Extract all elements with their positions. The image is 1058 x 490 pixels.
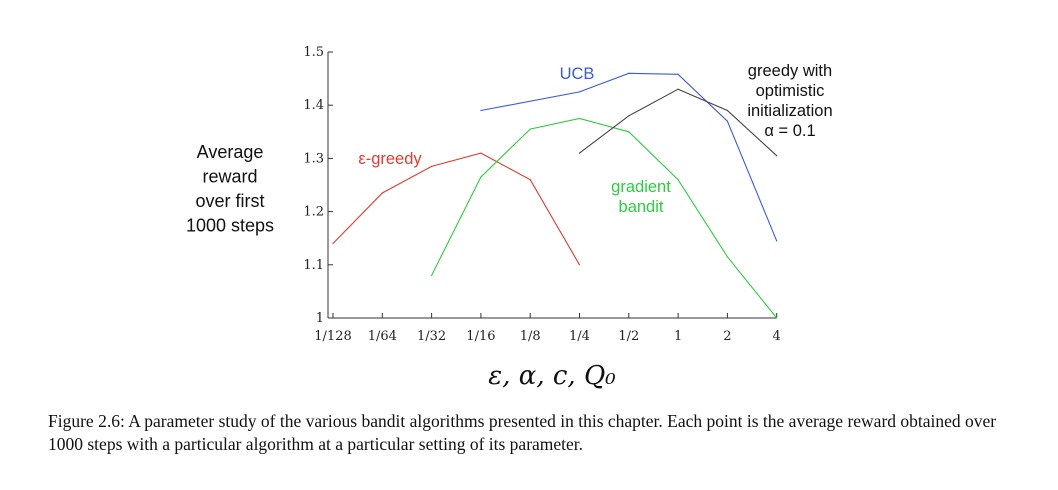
data-point-gradient-bandit	[677, 179, 679, 181]
series-label-gradient-bandit: bandit	[619, 198, 664, 216]
y-tick-label: 1.4	[303, 98, 324, 113]
figure-caption: Figure 2.6: A parameter study of the var…	[48, 411, 997, 454]
data-point-greedy-with-optimistic-initialization-0-1	[578, 152, 581, 154]
chart-axes	[327, 52, 776, 319]
x-tick-label: 2	[723, 329, 731, 344]
series-lines	[332, 72, 778, 319]
data-point-greedy	[578, 264, 581, 266]
x-ticks: 1/128 1/64 1/32 1/16 1/8 1/4 1/2 1 2 4	[314, 313, 781, 344]
series-line-gradient-bandit	[431, 117, 778, 319]
series-label-greedy-with-optimistic-initialization-0-1: optimistic	[756, 82, 825, 100]
data-point-gradient-bandit	[578, 117, 581, 120]
y-axis-label-line: Average	[197, 142, 264, 162]
data-point-ucb	[677, 73, 679, 75]
y-ticks: 1 1.1 1.2 1.3 1.4 1.5	[303, 45, 333, 326]
data-point-greedy	[480, 152, 482, 154]
data-point-greedy-with-optimistic-initialization-0-1	[628, 115, 630, 117]
x-tick-label: 1/8	[520, 329, 541, 344]
data-point-greedy	[529, 179, 531, 181]
data-point-gradient-bandit	[480, 176, 482, 178]
series-line-ucb	[480, 72, 778, 242]
data-point-gradient-bandit	[529, 128, 531, 130]
y-axis-label: Average reward over first 1000 steps	[186, 142, 274, 236]
data-point-gradient-bandit	[726, 256, 729, 258]
data-point-ucb	[578, 91, 581, 93]
x-tick-label: 4	[773, 329, 781, 344]
x-tick-label: 1/16	[466, 329, 495, 344]
y-tick-label: 1	[316, 311, 324, 326]
data-point-gradient-bandit	[628, 131, 630, 133]
x-tick-label: 1/64	[368, 329, 397, 344]
x-tick-label: 1/2	[618, 329, 639, 344]
x-tick-label: 1/32	[417, 329, 446, 344]
y-axis-label-line: 1000 steps	[186, 216, 274, 236]
x-tick-label: 1/128	[314, 329, 351, 344]
data-point-greedy	[332, 242, 334, 245]
series-label-ucb: UCB	[560, 65, 595, 83]
data-point-greedy-with-optimistic-initialization-0-1	[726, 109, 729, 112]
x-tick-label: 1	[674, 329, 682, 344]
data-point-gradient-bandit	[431, 274, 433, 277]
data-point-ucb	[628, 72, 630, 74]
y-tick-label: 1.3	[303, 151, 324, 166]
data-point-greedy-with-optimistic-initialization-0-1	[677, 88, 679, 90]
data-point-greedy	[381, 192, 383, 194]
series-label-greedy: ε-greedy	[358, 150, 422, 168]
data-point-ucb	[776, 240, 778, 242]
data-point-gradient-bandit	[776, 317, 778, 319]
x-axis-label: ε, α, c, Q₀	[488, 361, 616, 391]
data-point-greedy	[431, 165, 433, 167]
series-label-greedy-with-optimistic-initialization-0-1: initialization	[747, 102, 832, 120]
series-line-greedy-with-optimistic-initialization-0-1	[579, 88, 778, 157]
series-label-gradient-bandit: gradient	[611, 178, 671, 196]
y-tick-label: 1.1	[303, 258, 324, 273]
x-tick-label: 1/4	[569, 329, 590, 344]
y-axis-label-line: reward	[202, 167, 257, 187]
data-point-greedy-with-optimistic-initialization-0-1	[776, 155, 778, 157]
series-label-greedy-with-optimistic-initialization-0-1: greedy with	[748, 62, 832, 80]
data-point-ucb	[726, 120, 729, 122]
y-axis-label-line: over first	[195, 191, 264, 211]
series-line-greedy	[332, 152, 580, 266]
y-tick-label: 1.5	[303, 45, 324, 60]
series-label-greedy-with-optimistic-initialization-0-1: α = 0.1	[764, 122, 815, 140]
series-labels: ε-greedy UCB gradient bandit greedy with opti…	[358, 62, 832, 216]
data-point-ucb	[480, 109, 482, 112]
y-tick-label: 1.2	[303, 205, 324, 220]
